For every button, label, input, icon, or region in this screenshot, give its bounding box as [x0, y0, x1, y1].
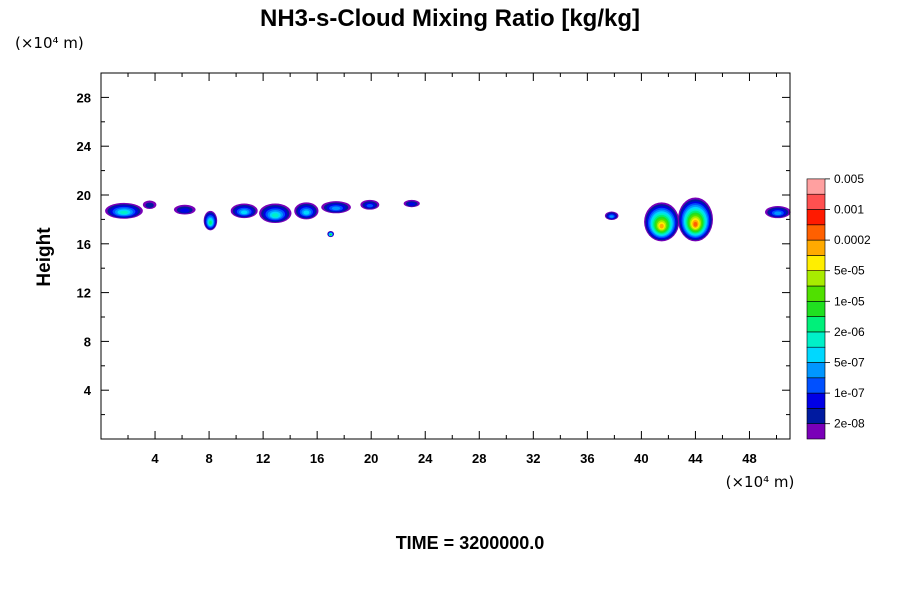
legend-label: 5e-07 [834, 356, 865, 370]
cloud-level [209, 220, 212, 225]
x-tick-label: 24 [418, 451, 433, 466]
legend-label: 5e-05 [834, 264, 865, 278]
legend-swatch [806, 300, 826, 317]
cloud-level [693, 221, 698, 227]
legend-swatch [806, 408, 826, 424]
y-axis-label: Height [34, 227, 55, 287]
y-tick-label: 28 [77, 90, 91, 105]
cloud-blob [360, 199, 380, 210]
x-tick-label: 12 [256, 451, 270, 466]
cloud-blob [403, 199, 420, 208]
chart-title: NH3-s-Cloud Mixing Ratio [kg/kg] [260, 5, 640, 32]
legend-swatch [806, 285, 826, 302]
legend-swatch [806, 239, 826, 256]
legend-swatch [806, 362, 826, 379]
plot-frame [100, 72, 791, 440]
cloud-level [329, 233, 332, 236]
cloud-level [609, 215, 614, 218]
legend-swatch [806, 224, 826, 241]
cloud-blob [105, 202, 143, 219]
cloud-blob [644, 202, 680, 242]
legend-label: 0.005 [834, 172, 864, 186]
cloud-level [119, 210, 128, 215]
legend-swatch [806, 270, 826, 287]
y-tick-label: 20 [77, 188, 91, 203]
y-tick-label: 16 [77, 237, 91, 252]
cloud-level [659, 223, 664, 229]
cloud-level [303, 210, 310, 215]
legend-label: 2e-06 [834, 325, 865, 339]
cloud-blob [677, 197, 713, 242]
legend-swatch [806, 178, 826, 195]
legend-swatch [806, 316, 826, 333]
y-tick-label: 4 [84, 383, 92, 398]
y-tick-label: 8 [84, 334, 91, 349]
legend-label: 0.0002 [834, 233, 871, 247]
x-tick-label: 16 [310, 451, 324, 466]
y-tick-label: 12 [77, 286, 91, 301]
legend-swatch [806, 423, 826, 440]
legend-swatch [806, 209, 826, 226]
cloud-level [331, 206, 341, 211]
cloud-blob [230, 203, 258, 219]
cloud-blob [765, 205, 791, 219]
x-tick-label: 4 [151, 451, 159, 466]
x-tick-label: 20 [364, 451, 378, 466]
cloud-blob [142, 200, 157, 210]
legend-label: 1e-05 [834, 294, 865, 308]
x-axis-unit: (×10⁴ m) [726, 473, 795, 491]
y-tick-label: 24 [77, 139, 92, 154]
color-legend: 2e-08 1e-07 5e-07 2e-06 1e-05 5e-05 0.0002 0.00… [806, 172, 871, 440]
legend-label: 0.001 [834, 203, 864, 217]
x-tick-label: 32 [526, 451, 540, 466]
legend-swatch [806, 346, 826, 363]
cloud-blob [294, 202, 319, 220]
legend-swatch [806, 255, 826, 271]
cloud-blob [321, 201, 351, 214]
x-tick-label: 36 [580, 451, 594, 466]
cloud-level [366, 203, 374, 208]
legend-swatch [806, 392, 826, 409]
legend-swatch [806, 331, 826, 348]
y-axis-unit: (×10⁴ m) [15, 34, 84, 52]
legend-swatch [806, 377, 826, 394]
legend-label: 2e-08 [834, 417, 865, 431]
cloud-blob [203, 210, 218, 231]
x-tick-label: 8 [205, 451, 212, 466]
x-tick-label: 40 [634, 451, 648, 466]
cloud-blob [173, 204, 196, 215]
cloud-level [179, 208, 190, 213]
cloud-level [145, 202, 154, 208]
cloud-level [240, 210, 248, 215]
cloud-level [774, 211, 782, 215]
cloud-level [271, 213, 279, 218]
cloud-blob [259, 203, 292, 224]
legend-label: 1e-07 [834, 386, 865, 400]
time-label: TIME = 3200000.0 [396, 533, 545, 553]
x-tick-label: 48 [742, 451, 756, 466]
cloud-blob [327, 230, 335, 238]
cloud-field [105, 197, 791, 242]
x-tick-label: 28 [472, 451, 486, 466]
cloud-level [408, 202, 416, 206]
x-tick-label: 44 [688, 451, 703, 466]
cloud-blob [604, 211, 619, 221]
legend-swatch [806, 193, 826, 210]
